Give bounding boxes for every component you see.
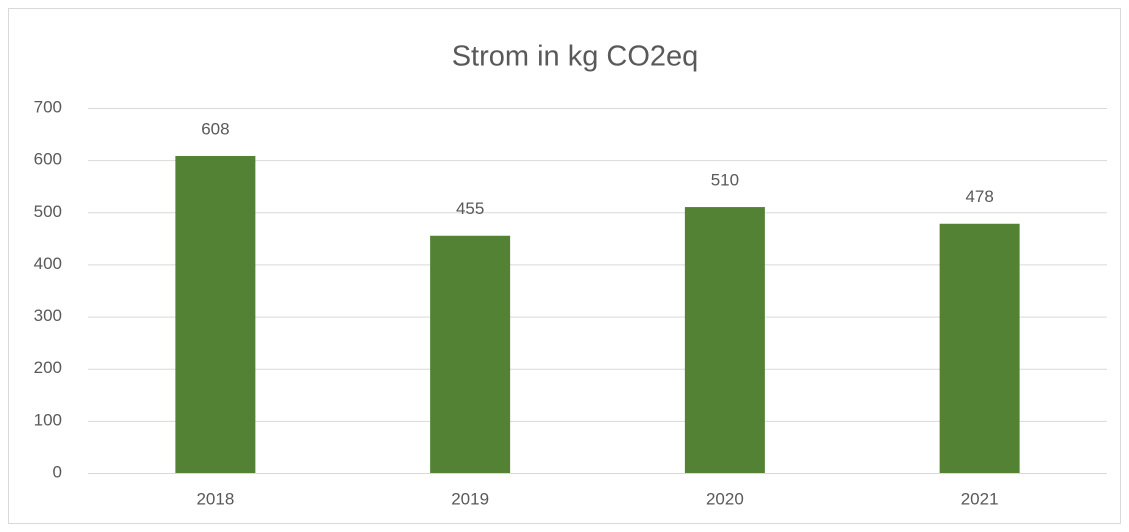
data-label: 510 — [711, 171, 739, 190]
chart-title: Strom in kg CO2eq — [452, 41, 699, 73]
data-label: 478 — [965, 187, 993, 206]
bar — [939, 223, 1020, 473]
y-tick-label: 100 — [34, 410, 62, 429]
bar — [684, 207, 765, 474]
data-label: 608 — [201, 119, 229, 138]
x-tick-label: 2021 — [961, 489, 999, 508]
y-tick-label: 400 — [34, 254, 62, 273]
bar — [175, 155, 256, 473]
bar — [430, 235, 511, 473]
x-tick-label: 2020 — [706, 489, 744, 508]
y-tick-label: 300 — [34, 306, 62, 325]
y-tick-label: 700 — [34, 97, 62, 116]
y-tick-label: 200 — [34, 358, 62, 377]
x-tick-label: 2019 — [451, 489, 489, 508]
y-tick-label: 0 — [53, 462, 62, 481]
y-tick-label: 600 — [34, 150, 62, 169]
x-tick-label: 2018 — [196, 489, 234, 508]
data-label: 455 — [456, 199, 484, 218]
y-tick-label: 500 — [34, 202, 62, 221]
